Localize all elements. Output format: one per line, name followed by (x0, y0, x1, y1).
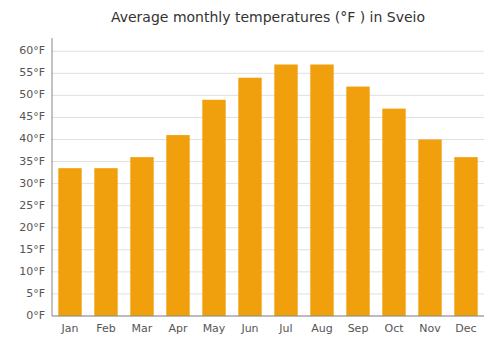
bars (58, 64, 477, 316)
bar (202, 100, 225, 316)
grid-line (52, 316, 484, 317)
y-tick-label: 0°F (26, 309, 45, 322)
x-tick-label: May (203, 322, 226, 335)
bar (346, 87, 369, 316)
y-tick-label: 50°F (19, 88, 45, 101)
bar (130, 157, 153, 316)
y-tick-label: 60°F (19, 44, 45, 57)
grid (52, 51, 484, 316)
x-tick-label: Mar (132, 322, 153, 335)
bar (94, 168, 117, 316)
grid-line (52, 73, 484, 74)
x-tick-label: Sep (348, 322, 369, 335)
bar (454, 157, 477, 316)
bar (166, 135, 189, 316)
x-tick-label: Apr (168, 322, 188, 335)
grid-line (52, 117, 484, 118)
chart: Average monthly temperatures (°F ) in Sv… (0, 0, 500, 350)
bar (58, 168, 81, 316)
y-tick-label: 40°F (19, 132, 45, 145)
y-tick-label: 15°F (19, 243, 45, 256)
bar (238, 78, 261, 316)
x-tick-label: Nov (419, 322, 441, 335)
y-tick-label: 25°F (19, 199, 45, 212)
y-tick-label: 30°F (19, 177, 45, 190)
x-axis-line (52, 316, 484, 317)
x-tick-label: Jan (61, 322, 79, 335)
y-tick-label: 20°F (19, 221, 45, 234)
y-tick-label: 10°F (19, 265, 45, 278)
x-tick-label: Aug (311, 322, 332, 335)
y-axis-line (52, 38, 53, 316)
y-tick-label: 55°F (19, 66, 45, 79)
x-tick-label: Jun (240, 322, 258, 335)
y-tick-label: 45°F (19, 110, 45, 123)
y-tick-label: 5°F (26, 287, 45, 300)
y-tick-label: 35°F (19, 155, 45, 168)
chart-container: Average monthly temperatures (°F ) in Sv… (0, 0, 500, 350)
bar (418, 139, 441, 316)
x-tick-label: Oct (384, 322, 404, 335)
title: Average monthly temperatures (°F ) in Sv… (111, 9, 425, 25)
grid-line (52, 95, 484, 96)
x-tick-label: Dec (455, 322, 476, 335)
bar (274, 64, 297, 316)
x-tick-label: Feb (96, 322, 115, 335)
bar (382, 109, 405, 316)
x-tick-label: Jul (278, 322, 292, 335)
grid-line (52, 51, 484, 52)
bar (310, 64, 333, 316)
